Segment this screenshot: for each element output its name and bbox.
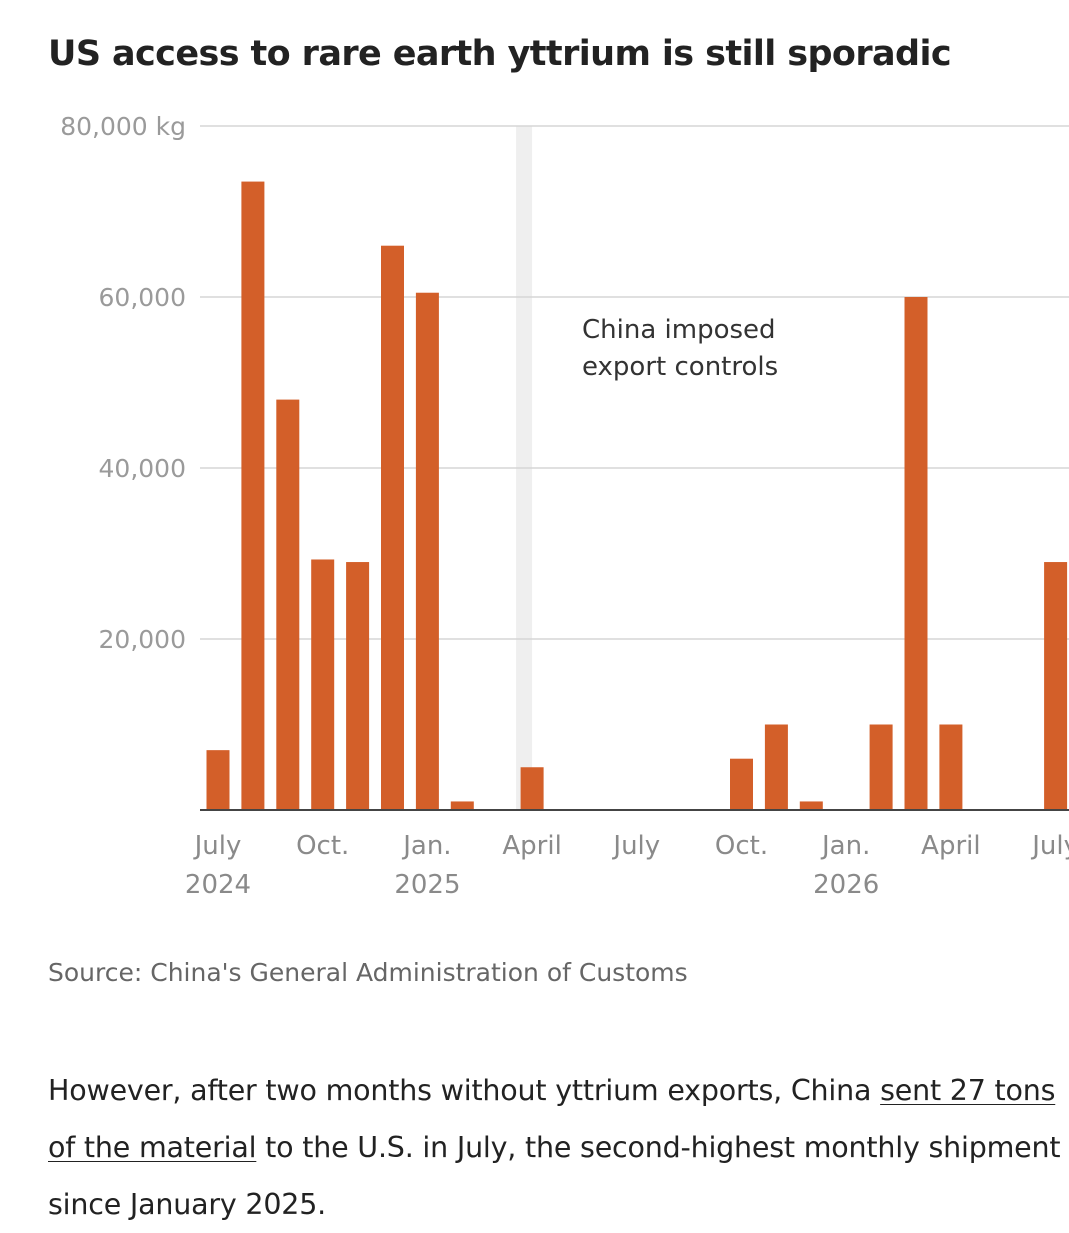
bar [904, 297, 928, 810]
x-axis-ticks: July 2024 Oct. Jan. 2025 April July Oct. Jan. 202… [185, 831, 1069, 900]
bar [450, 801, 474, 810]
bar [939, 724, 963, 810]
x-tick-label: Oct. [296, 831, 349, 861]
x-tick-label: April [502, 831, 561, 861]
annotation-label: export controls [582, 352, 778, 382]
x-tick: Oct. [296, 831, 349, 861]
bar [311, 559, 335, 810]
x-tick-label: 2026 [813, 870, 879, 900]
y-axis-ticks: 20,000 40,000 60,000 80,000 kg [60, 112, 186, 654]
bar [799, 801, 823, 810]
bar [381, 245, 404, 810]
x-tick: Jan. 2025 [394, 831, 460, 900]
x-tick: April [502, 831, 561, 861]
x-tick-label: July [611, 831, 660, 861]
x-tick-label: July [193, 831, 242, 861]
x-tick-label: 2025 [394, 870, 460, 900]
article-paragraph: However, after two months without yttriu… [48, 1062, 1069, 1233]
bar [1044, 562, 1068, 810]
bar [730, 758, 753, 810]
annotation-label: China imposed [582, 315, 776, 345]
x-tick: July [1030, 831, 1069, 861]
x-tick: Jan. 2026 [813, 831, 879, 900]
article-link[interactable]: sent 27 tons of the material [48, 1074, 1056, 1164]
x-tick: July [611, 831, 660, 861]
bar [415, 292, 439, 811]
x-tick-label: Oct. [715, 831, 768, 861]
x-tick-label: Jan. [820, 831, 870, 861]
y-tick-label: 40,000 [99, 454, 186, 483]
bar [276, 399, 300, 810]
bar [241, 181, 265, 810]
x-tick-label: July [1030, 831, 1069, 861]
y-tick-label: 20,000 [99, 625, 186, 654]
x-tick: April [921, 831, 980, 861]
annotation: China imposed export controls [582, 315, 778, 382]
bar [346, 562, 370, 810]
x-tick: Oct. [715, 831, 768, 861]
x-tick-label: April [921, 831, 980, 861]
bars [200, 181, 1069, 811]
article-text-before: However, after two months without yttriu… [48, 1074, 881, 1107]
y-tick-label: 80,000 kg [60, 112, 186, 141]
x-tick-label: 2024 [185, 870, 251, 900]
bar-chart: 20,000 40,000 60,000 80,000 kg July 2024 Oct.… [60, 112, 1069, 900]
x-tick: July 2024 [185, 831, 251, 900]
bar [520, 767, 544, 810]
y-tick-label: 60,000 [99, 283, 186, 312]
x-tick-label: Jan. [401, 831, 451, 861]
chart-title: US access to rare earth yttrium is still… [48, 34, 952, 74]
bar [764, 724, 788, 810]
bar [869, 724, 893, 810]
source-note: Source: China's General Administration o… [48, 958, 688, 987]
bar [206, 750, 230, 810]
